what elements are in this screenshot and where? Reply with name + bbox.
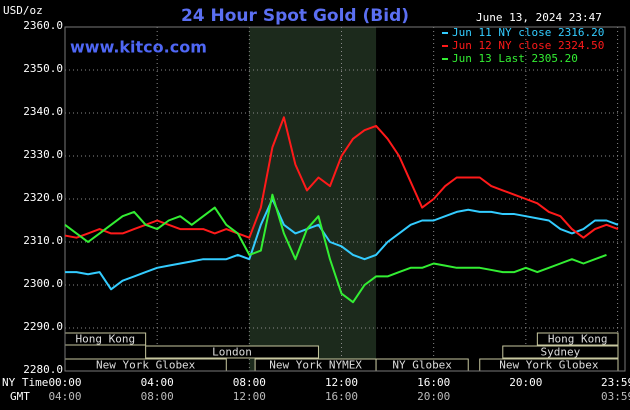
session-bar xyxy=(145,345,319,359)
session-label: New York Globex xyxy=(499,359,599,372)
x-tick-label: 04:00 xyxy=(141,376,174,389)
y-axis-label: USD/oz xyxy=(3,4,43,17)
subtitle: www.kitco.com xyxy=(70,38,207,57)
x2-tick-label: 12:00 xyxy=(233,390,266,403)
session-bar xyxy=(502,345,619,359)
session-label: London xyxy=(212,346,252,359)
x2-tick-label: 08:00 xyxy=(141,390,174,403)
series-line xyxy=(64,116,619,239)
y-tick-label: 2330.0 xyxy=(23,148,63,161)
legend-label: Jun 13 Last 2305.20 xyxy=(452,52,578,65)
x2-tick-label: 03:59 xyxy=(601,390,630,403)
session-bar xyxy=(536,332,619,346)
x-tick-label: 08:00 xyxy=(233,376,266,389)
session-label: Hong Kong xyxy=(548,333,608,346)
session-label: Hong Kong xyxy=(76,333,136,346)
x2-tick-label: 16:00 xyxy=(325,390,358,403)
y-tick-label: 2350.0 xyxy=(23,62,63,75)
x-tick-label: 00:00 xyxy=(48,376,81,389)
x-tick-label: 16:00 xyxy=(417,376,450,389)
x-tick-label: 20:00 xyxy=(509,376,542,389)
x-axis-label: NY Time xyxy=(2,376,48,389)
y-tick-label: 2310.0 xyxy=(23,234,63,247)
session-label: Sydney xyxy=(541,346,581,359)
y-tick-label: 2290.0 xyxy=(23,320,63,333)
session-label: NY Globex xyxy=(392,359,452,372)
x2-tick-label: 20:00 xyxy=(417,390,450,403)
chart-title: 24 Hour Spot Gold (Bid) xyxy=(181,6,409,26)
legend-label: Jun 12 NY close 2324.50 xyxy=(452,39,604,52)
plot-frame xyxy=(64,26,626,372)
y-tick-label: 2360.0 xyxy=(23,19,63,32)
highlight-band xyxy=(249,27,377,371)
y-tick-label: 2300.0 xyxy=(23,277,63,290)
x2-axis-label: GMT xyxy=(10,390,30,403)
series-line xyxy=(64,193,607,304)
x-tick-label: 23:59 xyxy=(601,376,630,389)
y-tick-label: 2320.0 xyxy=(23,191,63,204)
session-label: New York NYMEX xyxy=(269,359,362,372)
x-tick-label: 12:00 xyxy=(325,376,358,389)
series-line xyxy=(65,198,619,291)
session-label: New York Globex xyxy=(96,359,196,372)
legend-label: Jun 11 NY close 2316.20 xyxy=(452,26,604,39)
x2-tick-label: 04:00 xyxy=(48,390,81,403)
y-tick-label: 2340.0 xyxy=(23,105,63,118)
timestamp: June 13, 2024 23:47 xyxy=(476,11,602,24)
y-tick-label: 2280.0 xyxy=(23,363,63,376)
